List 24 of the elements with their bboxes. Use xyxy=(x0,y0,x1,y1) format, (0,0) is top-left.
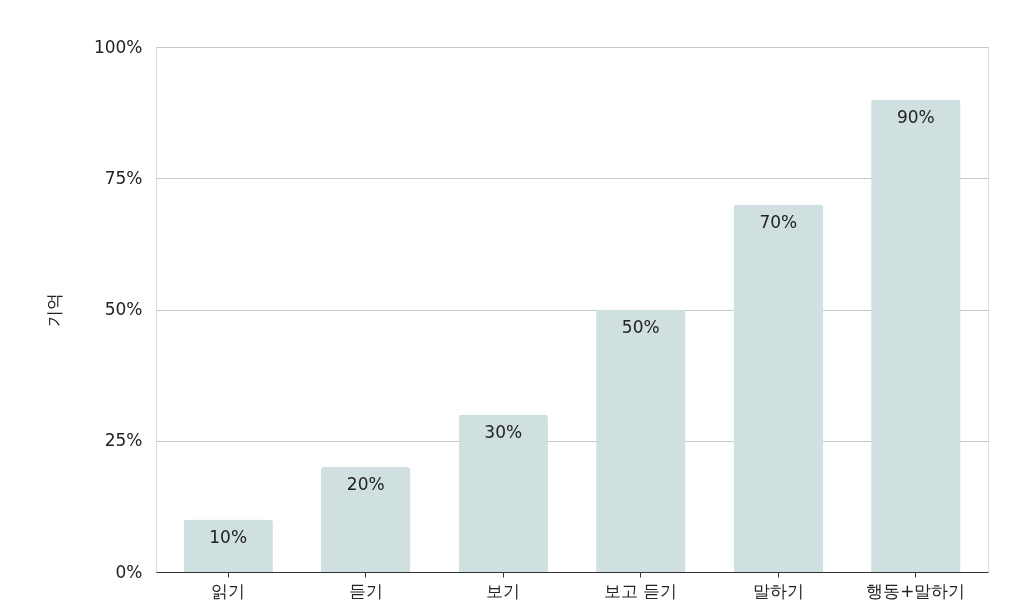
bar xyxy=(321,467,411,572)
data-label: 50% xyxy=(621,316,660,337)
x-tick-label: 행동+말하기 xyxy=(866,580,966,601)
y-tick-label: 25% xyxy=(104,430,143,451)
bar xyxy=(458,414,548,572)
y-tick-label: 0% xyxy=(115,561,143,582)
bar xyxy=(183,519,273,572)
data-label: 10% xyxy=(209,526,248,547)
x-tick-label: 보고 듣기 xyxy=(604,580,678,601)
data-label: 20% xyxy=(346,474,385,494)
bar xyxy=(596,309,686,572)
x-tick-label: 말하기 xyxy=(752,580,804,601)
y-axis-title: 기억 xyxy=(43,293,64,327)
data-label: 90% xyxy=(896,106,935,127)
y-tick-label: 75% xyxy=(104,167,143,188)
y-tick-label: 50% xyxy=(104,299,143,319)
x-tick-label: 듣기 xyxy=(348,580,383,601)
y-tick-label: 100% xyxy=(93,36,143,57)
data-label: 30% xyxy=(484,421,523,442)
x-tick-label: 읽기 xyxy=(211,580,246,601)
data-label: 70% xyxy=(759,211,798,232)
bar xyxy=(871,99,961,572)
bar xyxy=(733,204,823,572)
x-tick-label: 보기 xyxy=(486,580,521,601)
